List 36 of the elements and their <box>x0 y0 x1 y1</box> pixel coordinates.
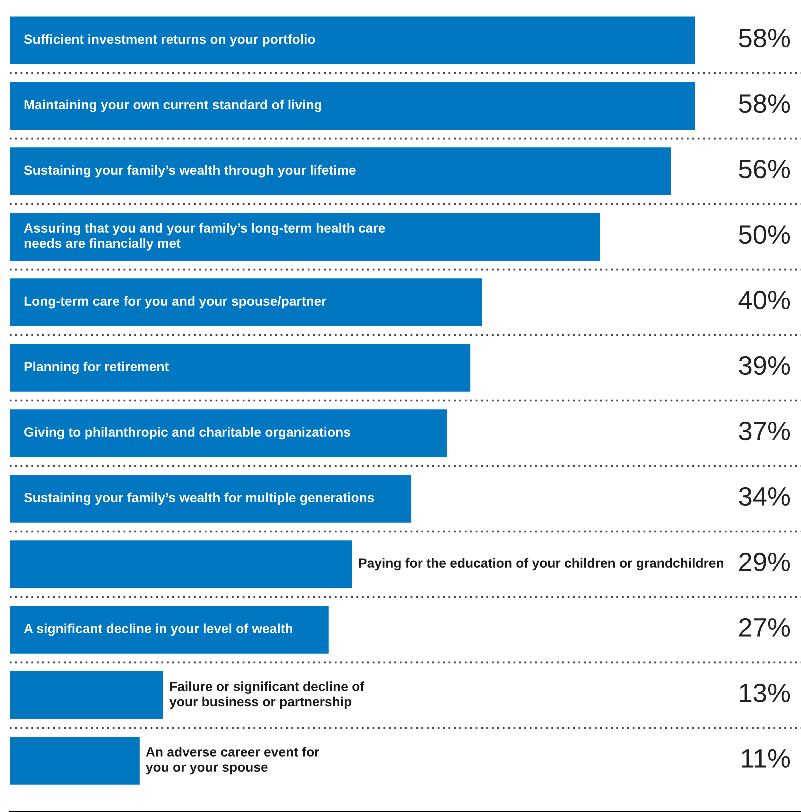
y-tick-label: Sustaining your family’s wealth for multiple generations <box>24 492 374 506</box>
data-label: 27% <box>740 618 790 637</box>
y-tick-label: A significant decline in your level of wealth <box>24 624 292 636</box>
data-label: 37% <box>739 422 790 441</box>
bar <box>10 82 695 130</box>
data-label: 34% <box>739 487 790 506</box>
data-label: 39% <box>739 356 790 376</box>
bar <box>10 344 471 392</box>
y-tick-label: Assuring that you and your family’s long-term health care needs are financially met <box>24 223 386 251</box>
bar <box>10 16 695 64</box>
y-tick-label: Giving to philanthropic and charitable organizations <box>24 427 350 440</box>
bar <box>10 475 412 523</box>
bar <box>10 737 140 785</box>
y-tick-label: An adverse career event for you or your spouse <box>146 747 320 775</box>
y-tick-label: Maintaining your own current standard of living <box>24 100 322 112</box>
data-label: 58% <box>739 94 790 114</box>
data-label: 13% <box>740 684 790 703</box>
bar <box>10 606 329 654</box>
y-tick-label: Failure or significant decline of your business or partnership <box>170 682 365 710</box>
data-label: 56% <box>739 160 790 179</box>
y-tick-label: Paying for the education of your children or grandchildren <box>359 558 724 571</box>
bar <box>10 213 601 261</box>
data-label: 11% <box>742 749 790 768</box>
bar <box>10 410 447 458</box>
y-tick-label: Sustaining your family’s wealth through your lifetime <box>24 165 356 178</box>
bar <box>10 148 672 196</box>
y-tick-label: Sufficient investment returns on your portfolio <box>24 34 316 47</box>
bar <box>10 540 352 588</box>
data-label: 29% <box>740 552 790 572</box>
bar <box>10 278 482 326</box>
data-label: 50% <box>739 225 790 244</box>
y-tick-label: Long-term care for you and your spouse/partner <box>24 296 327 309</box>
data-label: 58% <box>739 28 790 48</box>
data-label: 40% <box>738 290 790 310</box>
y-tick-label: Planning for retirement <box>24 362 169 374</box>
bar <box>10 672 164 720</box>
